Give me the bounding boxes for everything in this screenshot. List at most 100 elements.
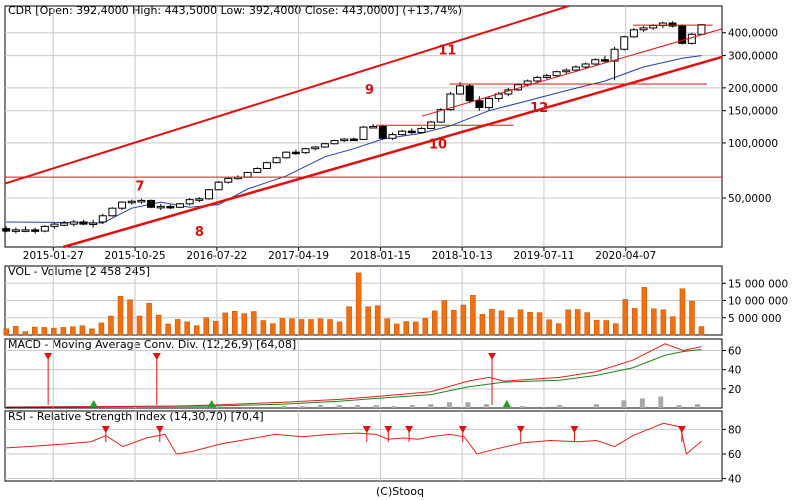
candle (60, 220, 69, 227)
volume-bar (555, 323, 562, 336)
volume-bar (451, 309, 457, 336)
candle-body (147, 199, 156, 208)
macd-histogram-bar (676, 405, 682, 408)
candle-body (320, 143, 329, 148)
candle-body (262, 162, 271, 169)
volume-bar (308, 319, 314, 336)
volume-bars (3, 272, 705, 336)
candle-body (398, 130, 407, 136)
y-tick-label: 20 (728, 384, 741, 396)
volume-bar (489, 308, 495, 336)
rsi-signal-marker (516, 426, 525, 433)
macd-signal-line (6, 349, 702, 408)
candle (697, 24, 706, 35)
x-tick-label: 2018-10-13 (432, 250, 493, 262)
candle-body (137, 199, 146, 203)
candle (340, 138, 349, 143)
candle (571, 65, 580, 72)
volume-bar (289, 318, 295, 336)
x-tick-label: 2015-01-27 (23, 250, 84, 262)
macd-histogram-bar (483, 404, 489, 408)
candle (301, 147, 310, 154)
volume-bar (470, 295, 476, 336)
volume-bar (651, 308, 657, 336)
candle-body (349, 138, 358, 142)
candle-body (166, 205, 175, 209)
volume-bar (670, 316, 676, 336)
rsi-signal-marker (362, 426, 371, 433)
candle-body (465, 85, 474, 102)
candle (291, 149, 300, 155)
candle (398, 129, 407, 136)
rsi-axis: 80 60 40 (722, 424, 741, 486)
candle (542, 74, 551, 80)
volume-bar (212, 320, 219, 336)
macd-panel: MACD - Moving Average Conv. Div. (12,26,… (4, 338, 741, 409)
volume-bar (432, 310, 438, 336)
candle (552, 70, 561, 78)
candle (639, 26, 648, 32)
x-tick-label: 2017-04-19 (268, 250, 329, 262)
candle (31, 227, 40, 234)
y-tick-label: 60 (728, 449, 741, 461)
volume-bar (498, 310, 505, 336)
volume-bar (32, 326, 38, 336)
candle-body (552, 71, 561, 77)
candle (417, 127, 426, 134)
candle (176, 202, 185, 209)
candle-body (649, 25, 658, 29)
candles (2, 21, 706, 234)
sell-signal-marker (152, 353, 161, 360)
volume-bar (193, 325, 200, 336)
candle-body (581, 63, 590, 68)
wave-label: 10 (429, 138, 447, 153)
volume-bar (79, 325, 86, 336)
candle (89, 219, 98, 228)
volume-header: VOL - Volume [2 458 245] (8, 265, 150, 278)
volume-bar (365, 306, 371, 336)
macd-axis: 60 40 20 (722, 346, 741, 396)
buy-signal-marker (502, 400, 511, 407)
candle (600, 55, 609, 63)
volume-bar (632, 308, 638, 336)
candle (11, 227, 20, 234)
x-tick-label: 2019-07-11 (513, 250, 574, 262)
volume-bar (89, 328, 95, 336)
volume-bar (374, 305, 381, 336)
volume-bar (584, 312, 590, 336)
y-tick-label: 400,0000 (728, 28, 778, 40)
candle-body (21, 229, 30, 232)
volume-bar (22, 331, 29, 336)
y-tick-label: 100,0000 (728, 138, 778, 150)
candle (195, 197, 204, 203)
macd-histogram-bar (428, 404, 434, 408)
macd-histogram-bar (557, 405, 563, 408)
volume-panel: VOL - Volume [2 458 245] 15 000 000 10 00… (3, 265, 788, 336)
volume-bar (260, 320, 267, 336)
candle (40, 225, 49, 233)
wave-label: 8 (195, 225, 204, 240)
candle-body (89, 222, 98, 226)
candle (349, 137, 358, 142)
rsi-signal-marker (570, 426, 579, 433)
volume-bar (384, 318, 390, 336)
volume-bar (184, 321, 190, 336)
rsi-signal-marker (405, 426, 414, 433)
candle-body (11, 229, 20, 232)
candle (465, 83, 474, 104)
macd-histogram-bar (318, 405, 324, 408)
wave-label: 11 (438, 43, 456, 58)
candle-body (668, 22, 677, 27)
y-tick-label: 15 000 000 (728, 278, 788, 290)
volume-bar (393, 323, 400, 336)
candle (407, 128, 416, 134)
trend-line (62, 55, 723, 249)
macd-histogram-bar (336, 405, 342, 408)
volume-bar (51, 327, 57, 336)
candle (156, 203, 165, 211)
volume-bar (279, 318, 286, 336)
candle-body (639, 27, 648, 31)
candle-body (417, 127, 426, 134)
volume-bar (679, 288, 686, 336)
candle (668, 21, 677, 28)
